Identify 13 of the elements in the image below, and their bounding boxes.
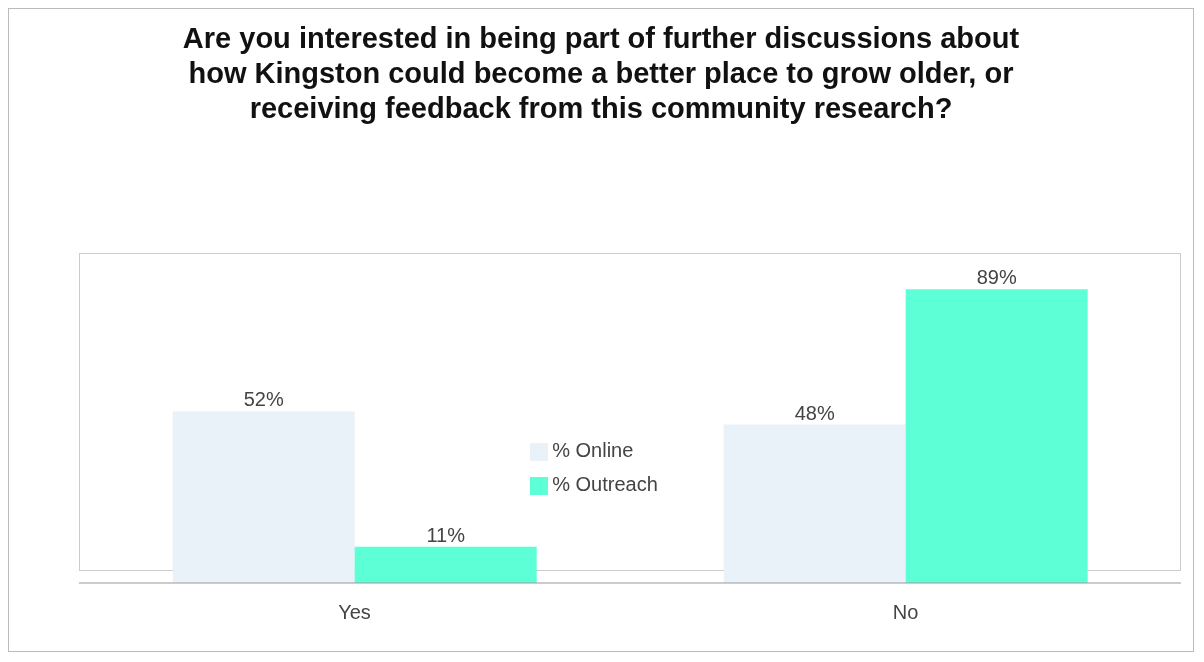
bar bbox=[354, 546, 537, 583]
bar bbox=[905, 289, 1088, 583]
chart-title: Are you interested in being part of further discussions about how Kingston could become a better place to grow older, or receiving feedback from this community research? bbox=[181, 21, 1021, 126]
x-tick-label: Yes bbox=[338, 601, 371, 624]
x-tick-label: No bbox=[892, 601, 919, 624]
data-label: 48% bbox=[794, 401, 835, 424]
bar bbox=[723, 424, 906, 583]
data-label: 11% bbox=[426, 523, 466, 546]
data-label: 89% bbox=[976, 266, 1017, 289]
bar bbox=[172, 411, 355, 583]
legend-label: % Outreach bbox=[552, 473, 658, 495]
data-label: 52% bbox=[243, 388, 284, 411]
legend-label: % Online bbox=[552, 439, 634, 461]
